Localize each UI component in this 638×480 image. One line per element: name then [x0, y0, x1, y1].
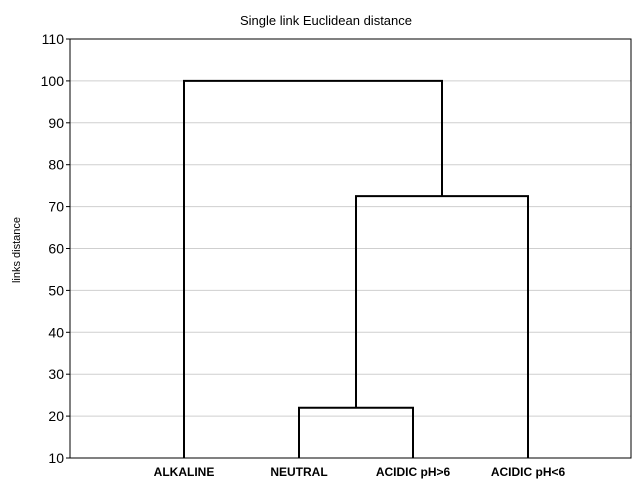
leaf-label-2: NEUTRAL: [270, 465, 327, 479]
leaf-labels: ALKALINE NEUTRAL ACIDIC pH>6 ACIDIC pH<6: [154, 465, 566, 479]
dendrogram-link-3: [183, 79, 443, 458]
y-tick-label-30: 30: [48, 366, 64, 382]
leaf-label-4: ACIDIC pH<6: [491, 465, 566, 479]
dendrogram-link-2: [355, 195, 529, 458]
y-tick-label-70: 70: [48, 199, 64, 215]
y-tick-label-50: 50: [48, 282, 64, 298]
leaf-label-1: ALKALINE: [154, 465, 215, 479]
gridlines: [70, 80, 631, 417]
y-tick-label-90: 90: [48, 115, 64, 131]
chart-title: Single link Euclidean distance: [240, 13, 412, 28]
y-tick-label-100: 100: [41, 73, 65, 89]
dendrogram-links: [183, 79, 529, 458]
y-tick-label-10: 10: [48, 450, 64, 466]
y-tick-label-110: 110: [42, 31, 65, 47]
y-tick-label-40: 40: [48, 324, 64, 340]
dendrogram-link-1: [298, 406, 414, 458]
y-axis-ticks: 10 20 30 40 50 60 70 80 90 100 110: [41, 31, 70, 466]
y-tick-label-20: 20: [48, 408, 64, 424]
y-tick-label-60: 60: [48, 241, 64, 257]
y-axis-label: links distance: [11, 217, 23, 283]
leaf-label-3: ACIDIC pH>6: [376, 465, 451, 479]
y-tick-label-80: 80: [48, 157, 64, 173]
